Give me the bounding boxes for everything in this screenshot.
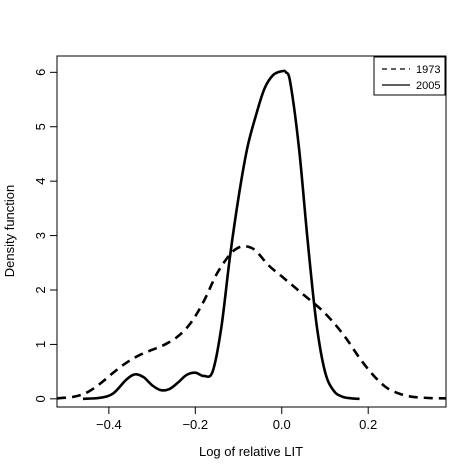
- y-tick-label: 0: [33, 395, 48, 402]
- y-tick-label: 3: [33, 232, 48, 239]
- x-tick-label: −0.4: [96, 417, 122, 432]
- x-tick-label: 0.0: [273, 417, 291, 432]
- x-axis: −0.4 −0.2 0.0 0.2: [96, 407, 377, 432]
- x-tick-label: 0.2: [359, 417, 377, 432]
- series-line-2005: [82, 69, 360, 401]
- y-tick-label: 5: [33, 123, 48, 130]
- legend-label-1973: 1973: [416, 64, 440, 76]
- y-tick-label: 2: [33, 286, 48, 293]
- x-axis-label: Log of relative LIT: [199, 444, 303, 459]
- y-tick-label: 6: [33, 69, 48, 76]
- y-tick-label: 1: [33, 341, 48, 348]
- series-layer: [56, 69, 447, 401]
- y-axis-label: Density function: [2, 185, 17, 278]
- series-line-1973: [56, 244, 447, 400]
- x-tick-label: −0.2: [182, 417, 208, 432]
- y-axis: 0 1 2 3 4 5 6: [33, 69, 57, 402]
- y-tick-label: 4: [33, 178, 48, 185]
- legend: 1973 2005: [373, 56, 446, 96]
- legend-label-2005: 2005: [416, 80, 440, 92]
- legend-box: [373, 56, 446, 96]
- plot-frame: [56, 55, 447, 408]
